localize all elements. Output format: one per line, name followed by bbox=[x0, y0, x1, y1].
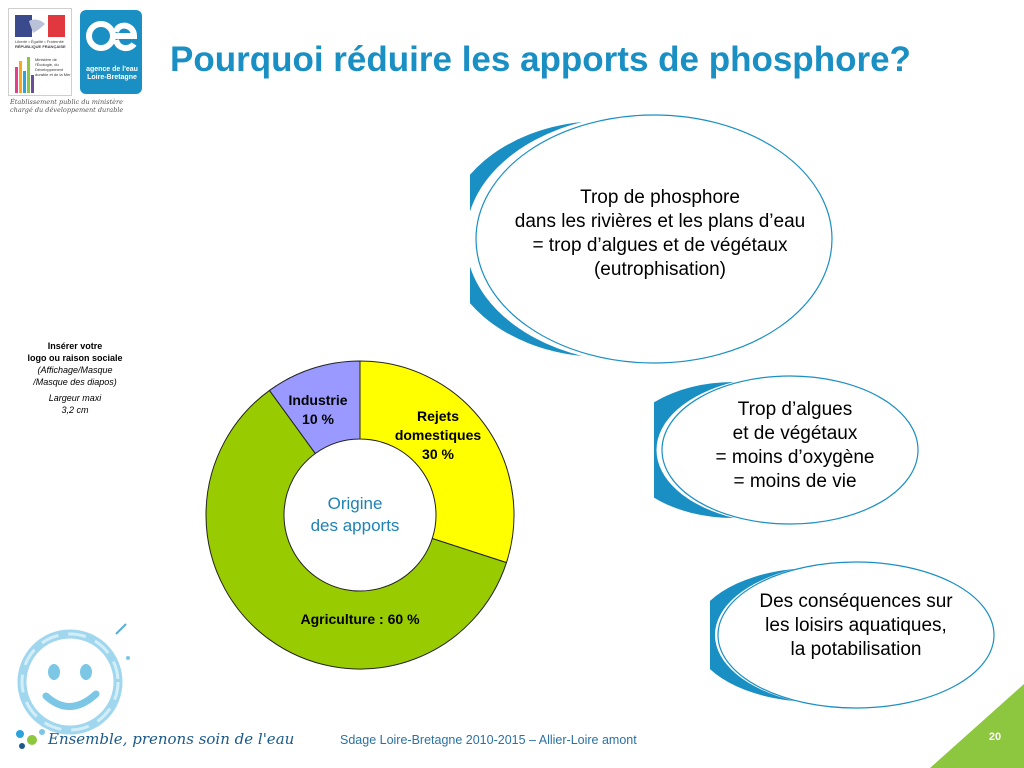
slogan: Ensemble, prenons soin de l'eau bbox=[48, 730, 295, 748]
bubble-bottom-line2: les loisirs aquatiques, bbox=[765, 615, 947, 636]
insert-note-line1: Insérer votre bbox=[47, 341, 103, 351]
bubble-middle-line1: Trop d’algues bbox=[737, 399, 853, 420]
agency-logo bbox=[80, 10, 142, 94]
agency-tagline-line1: Établissement public du ministère bbox=[10, 98, 123, 106]
insert-note-line2: logo ou raison sociale bbox=[27, 353, 123, 363]
bubble-top-text: Trop de phosphore dans les rivières et l… bbox=[480, 186, 840, 282]
water-smiley-icon bbox=[17, 623, 130, 735]
agency-name: agence de l'eau Loire-Bretagne bbox=[86, 66, 138, 81]
slice-label-industrie: Industrie 10 % bbox=[278, 391, 358, 429]
bubble-top bbox=[470, 114, 833, 364]
bubble-middle-line4: = moins de vie bbox=[733, 471, 857, 492]
insert-note-line4: /Masque des diapos) bbox=[33, 377, 117, 387]
page-number: 20 bbox=[988, 731, 1002, 743]
bubble-top-line1: Trop de phosphore bbox=[580, 187, 740, 208]
insert-note-line3: (Affichage/Masque bbox=[37, 365, 113, 375]
agency-tagline-line2: chargé du développement durable bbox=[10, 106, 124, 114]
donut-slice-agriculture bbox=[205, 389, 508, 670]
chart-center-label: Origine des apports bbox=[295, 493, 415, 537]
donut-slice-industrie bbox=[268, 360, 361, 455]
donut-chart: Industrie 10 % Rejets domestiques 30 % A… bbox=[200, 355, 530, 675]
slice-label-rejets-name2: domestiques bbox=[394, 427, 482, 443]
ministry-bars-icon bbox=[15, 57, 34, 93]
slice-label-agriculture: Agriculture : 60 % bbox=[270, 610, 450, 629]
bubble-bottom bbox=[710, 561, 995, 709]
page-corner bbox=[930, 684, 1024, 768]
water-drops-icon bbox=[16, 729, 45, 749]
agency-tagline: Établissement public du ministère chargé… bbox=[10, 98, 150, 114]
center-label-line1: Origine bbox=[327, 494, 383, 513]
bubble-middle-text: Trop d’algues et de végétaux = moins d’o… bbox=[680, 398, 910, 494]
bubble-middle bbox=[654, 375, 919, 525]
bubble-bottom-line3: la potabilisation bbox=[790, 639, 922, 660]
insert-logo-note: Insérer votre logo ou raison sociale (Af… bbox=[14, 340, 136, 416]
slice-label-industrie-name: Industrie bbox=[288, 392, 348, 408]
bubble-top-line4: (eutrophisation) bbox=[593, 259, 727, 280]
slice-label-rejets-name1: Rejets bbox=[416, 408, 460, 424]
bubble-bottom-line1: Des conséquences sur bbox=[759, 591, 953, 612]
donut-slice-rejets-domestiques bbox=[359, 360, 515, 564]
center-label-line2: des apports bbox=[310, 516, 400, 535]
bubble-bottom-text: Des conséquences sur les loisirs aquatiq… bbox=[725, 590, 987, 662]
bubble-middle-line2: et de végétaux bbox=[732, 423, 858, 444]
slice-label-industrie-value: 10 % bbox=[302, 411, 334, 427]
page-title: Pourquoi réduire les apports de phosphor… bbox=[170, 40, 911, 79]
ministry-country: RÉPUBLIQUE FRANÇAISE bbox=[15, 44, 66, 49]
insert-note-line6: 3,2 cm bbox=[61, 405, 89, 415]
bubble-top-line3: = trop d’algues et de végétaux bbox=[532, 235, 788, 256]
slice-label-rejets: Rejets domestiques 30 % bbox=[378, 407, 498, 464]
footer-source: Sdage Loire-Bretagne 2010-2015 – Allier-… bbox=[340, 733, 637, 747]
insert-note-line5: Largeur maxi bbox=[48, 393, 102, 403]
bubble-top-line2: dans les rivières et les plans d’eau bbox=[514, 211, 806, 232]
slice-label-rejets-value: 30 % bbox=[422, 446, 454, 462]
ministry-name: Ministère de l'Écologie, du Développemen… bbox=[35, 57, 71, 77]
french-flag-icon bbox=[15, 15, 65, 37]
bubble-middle-line3: = moins d’oxygène bbox=[715, 447, 875, 468]
slice-label-agriculture-text: Agriculture : 60 % bbox=[300, 611, 420, 627]
donut-chart-svg bbox=[205, 360, 515, 670]
ministry-motto: Liberté • Égalité • Fraternité bbox=[15, 39, 64, 44]
ministry-logo: Liberté • Égalité • Fraternité RÉPUBLIQU… bbox=[8, 8, 72, 96]
